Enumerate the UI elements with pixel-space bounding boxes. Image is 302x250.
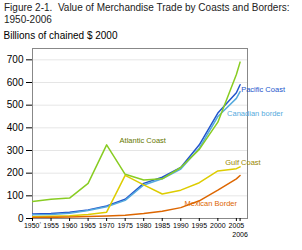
svg-text:1955: 1955 bbox=[43, 222, 59, 229]
svg-text:700: 700 bbox=[7, 54, 24, 65]
svg-text:2006: 2006 bbox=[232, 231, 248, 238]
svg-text:1985: 1985 bbox=[154, 222, 170, 229]
svg-text:1965: 1965 bbox=[80, 222, 96, 229]
svg-text:Mexican Border: Mexican Border bbox=[184, 199, 237, 208]
svg-text:1980: 1980 bbox=[136, 222, 152, 229]
svg-text:Pacific Coast: Pacific Coast bbox=[241, 85, 286, 94]
svg-text:600: 600 bbox=[7, 77, 24, 88]
svg-text:1970: 1970 bbox=[99, 222, 115, 229]
svg-text:0: 0 bbox=[17, 212, 24, 224]
svg-text:Gulf Coast: Gulf Coast bbox=[225, 158, 261, 167]
svg-text:Billions of chained $ 2000: Billions of chained $ 2000 bbox=[4, 30, 118, 41]
html-text:Figure 2-1. Value of Merchandi: Figure 2-1. Value of Merchandise Trade b… bbox=[4, 2, 293, 25]
svg-text:1960: 1960 bbox=[62, 222, 78, 229]
svg-text:300: 300 bbox=[7, 145, 24, 156]
svg-text:100: 100 bbox=[7, 190, 24, 201]
svg-text:Canadian border: Canadian border bbox=[227, 109, 283, 118]
svg-text:2005: 2005 bbox=[229, 222, 245, 229]
svg-text:200: 200 bbox=[7, 167, 24, 178]
svg-text:1995: 1995 bbox=[192, 222, 208, 229]
svg-text:500: 500 bbox=[7, 99, 24, 110]
svg-text:1990: 1990 bbox=[173, 222, 189, 229]
svg-text:2000: 2000 bbox=[210, 222, 226, 229]
svg-text:Atlantic Coast: Atlantic Coast bbox=[120, 136, 167, 145]
svg-text:400: 400 bbox=[7, 122, 24, 133]
svg-text:1950ʼ: 1950ʼ bbox=[24, 222, 42, 229]
svg-text:1975: 1975 bbox=[117, 222, 133, 229]
